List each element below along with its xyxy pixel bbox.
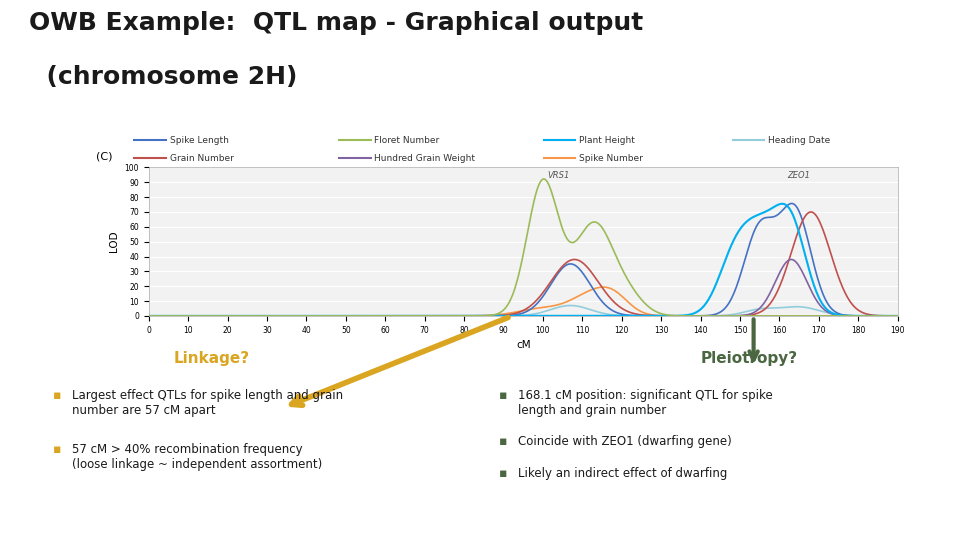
Text: Coincide with ZEO1 (dwarfing gene): Coincide with ZEO1 (dwarfing gene)	[518, 435, 732, 448]
Text: ▪: ▪	[53, 389, 61, 402]
Text: Largest effect QTLs for spike length and grain
number are 57 cM apart: Largest effect QTLs for spike length and…	[72, 389, 343, 417]
X-axis label: cM: cM	[516, 340, 531, 350]
Text: Likely an indirect effect of dwarfing: Likely an indirect effect of dwarfing	[518, 467, 728, 480]
Text: 57 cM > 40% recombination frequency
(loose linkage ~ independent assortment): 57 cM > 40% recombination frequency (loo…	[72, 443, 323, 471]
Text: 168.1 cM position: significant QTL for spike
length and grain number: 168.1 cM position: significant QTL for s…	[518, 389, 773, 417]
Text: (chromosome 2H): (chromosome 2H)	[29, 65, 298, 89]
Text: ▪: ▪	[53, 443, 61, 456]
Text: Heading Date: Heading Date	[768, 136, 830, 145]
Text: Plant Height: Plant Height	[579, 136, 636, 145]
Text: ▪: ▪	[499, 435, 508, 448]
Text: ▪: ▪	[499, 467, 508, 480]
Y-axis label: LOD: LOD	[109, 231, 119, 253]
Text: Grain Number: Grain Number	[170, 154, 233, 163]
Text: OWB Example:  QTL map - Graphical output: OWB Example: QTL map - Graphical output	[29, 11, 643, 35]
Text: Spike Length: Spike Length	[170, 136, 228, 145]
Text: Hundred Grain Weight: Hundred Grain Weight	[374, 154, 475, 163]
Text: Spike Number: Spike Number	[579, 154, 643, 163]
Text: Pleiotropy?: Pleiotropy?	[701, 351, 798, 366]
Text: Floret Number: Floret Number	[374, 136, 440, 145]
Text: VRS1: VRS1	[547, 171, 569, 180]
Text: ▪: ▪	[499, 389, 508, 402]
Text: (C): (C)	[96, 151, 113, 161]
Text: ZEO1: ZEO1	[787, 171, 810, 180]
Text: Linkage?: Linkage?	[173, 351, 250, 366]
